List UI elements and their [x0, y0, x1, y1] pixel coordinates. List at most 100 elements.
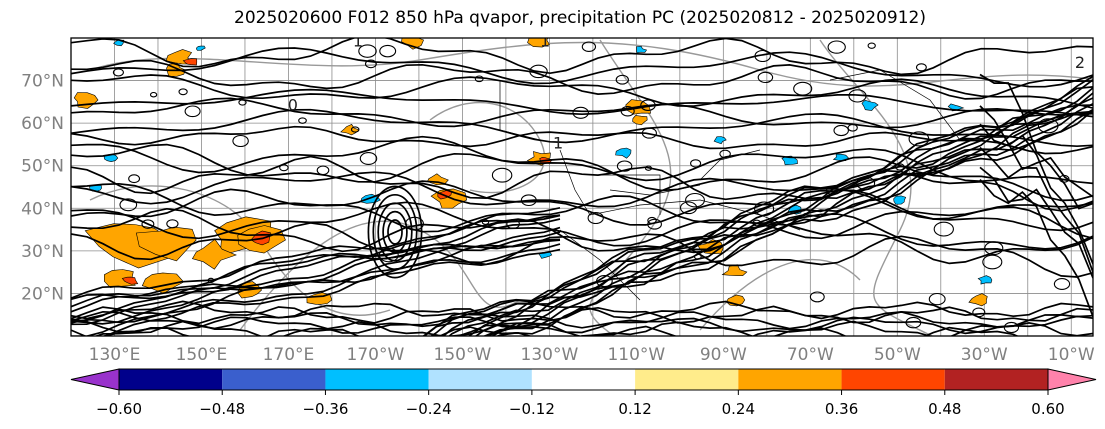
latitude-label: 70°N: [21, 72, 64, 92]
qvapor-contour: [520, 194, 537, 207]
colorbar-segment: [944, 369, 1048, 390]
qvapor-contour: [358, 44, 377, 58]
qvapor-contour: [491, 167, 513, 183]
precip-area: [340, 124, 360, 136]
qvapor-contour: [71, 155, 1093, 212]
colorbar-segment: [738, 369, 842, 390]
precip-area: [893, 195, 907, 205]
qvapor-contour: [316, 165, 330, 176]
qvapor-contour: [928, 292, 946, 306]
qvapor-contour: [693, 253, 702, 260]
contour-label: 0: [288, 95, 298, 114]
qvapor-contour: [615, 74, 629, 85]
qvapor-contour: [367, 185, 423, 279]
longitude-label: 70°W: [787, 345, 834, 365]
qvapor-contour: [826, 186, 839, 195]
qvapor-contour: [71, 239, 561, 324]
qvapor-contour: [1058, 174, 1070, 183]
qvapor-contour: [474, 75, 484, 83]
qvapor-contour: [71, 59, 1093, 100]
qvapor-contour: [71, 214, 561, 301]
qvapor-contour: [71, 188, 1093, 240]
colorbar-segment: [119, 369, 223, 390]
longitude-label: 90°W: [700, 345, 747, 365]
qvapor-contour: [979, 73, 1093, 210]
colorbar-segment: [531, 369, 636, 390]
qvapor-contour: [448, 92, 1093, 336]
qvapor-contour: [232, 134, 249, 148]
qvapor-contour: [933, 221, 954, 237]
qvapor-contour: [71, 222, 1093, 278]
qvapor-contour: [644, 165, 653, 171]
qvapor-contour: [690, 159, 702, 168]
precip-area: [968, 293, 988, 307]
latitude-label: 20°N: [21, 284, 64, 304]
qvapor-contour: [982, 254, 1003, 270]
qvapor-contour: [364, 59, 377, 69]
qvapor-contour: [856, 176, 876, 191]
qvapor-contour: [915, 63, 927, 72]
qvapor-contour: [1003, 321, 1020, 334]
qvapor-contour: [979, 105, 1093, 198]
qvapor-contour: [71, 74, 1093, 109]
qvapor-contour: [128, 174, 141, 184]
latitude-label: 40°N: [21, 199, 64, 219]
qvapor-contour: [979, 146, 1093, 273]
qvapor-contour: [848, 89, 867, 103]
colorbar-extension-low: [70, 368, 120, 391]
colorbar-extension-high: [1047, 368, 1097, 391]
qvapor-contour: [572, 106, 589, 119]
qvapor-contour: [481, 102, 1093, 336]
qvapor-contour: [474, 110, 1093, 336]
qvapor-contour: [596, 275, 613, 288]
qvapor-contour: [1053, 278, 1071, 290]
latitude-label: 60°N: [21, 114, 64, 134]
qvapor-contour: [382, 210, 408, 254]
precip-area: [632, 115, 648, 126]
qvapor-contour: [719, 149, 731, 159]
contour-label: 1: [553, 134, 563, 153]
qvapor-contour: [71, 201, 1093, 250]
qvapor-contour: [378, 247, 399, 263]
qvapor-contour: [847, 123, 858, 132]
coastline: [590, 174, 661, 215]
qvapor-contour: [481, 219, 490, 225]
qvapor-contour: [71, 207, 1093, 265]
qvapor-contour: [405, 216, 424, 231]
colorbar-tick-label: 0.48: [928, 400, 961, 418]
qvapor-contour: [827, 40, 846, 54]
qvapor-contour: [1037, 118, 1059, 134]
colorbar-outline: [118, 368, 1049, 391]
contour-label: 1: [353, 32, 363, 51]
qvapor-contour: [984, 241, 1004, 256]
map-frame: [70, 37, 1094, 337]
qvapor-contour: [71, 214, 561, 308]
colorbar: −0.60 −0.48 −0.36 −0.24 −0.12 0.12 0.24 0.36 0.4…: [70, 368, 1097, 418]
coastline: [699, 149, 761, 181]
precip-area: [615, 147, 632, 159]
qvapor-contour: [71, 38, 1093, 76]
qvapor-contours: [71, 38, 1093, 336]
qvapor-contour: [71, 47, 1093, 88]
precip-area: [527, 38, 550, 48]
qvapor-contour: [495, 108, 1093, 336]
qvapor-contour: [71, 243, 561, 336]
precipitation-shading: [73, 38, 993, 307]
precip-area: [426, 173, 449, 186]
qvapor-contour: [679, 201, 698, 215]
precip-area: [721, 264, 748, 277]
qvapor-contour: [529, 64, 548, 79]
qvapor-contour: [184, 105, 201, 118]
qvapor-contour: [71, 88, 1093, 118]
qvapor-contour: [71, 171, 1093, 220]
qvapor-contour: [647, 216, 657, 224]
qvapor-contour: [506, 218, 520, 230]
latitude-tick-labels: 20°N 30°N 40°N 50°N 60°N 70°N: [21, 72, 64, 305]
qvapor-contour: [298, 117, 307, 124]
colorbar-segment: [325, 369, 429, 390]
latitude-label: 30°N: [21, 242, 64, 262]
qvapor-contour: [279, 164, 289, 172]
longitude-label: 110°W: [607, 345, 665, 365]
precip-area: [861, 99, 879, 111]
